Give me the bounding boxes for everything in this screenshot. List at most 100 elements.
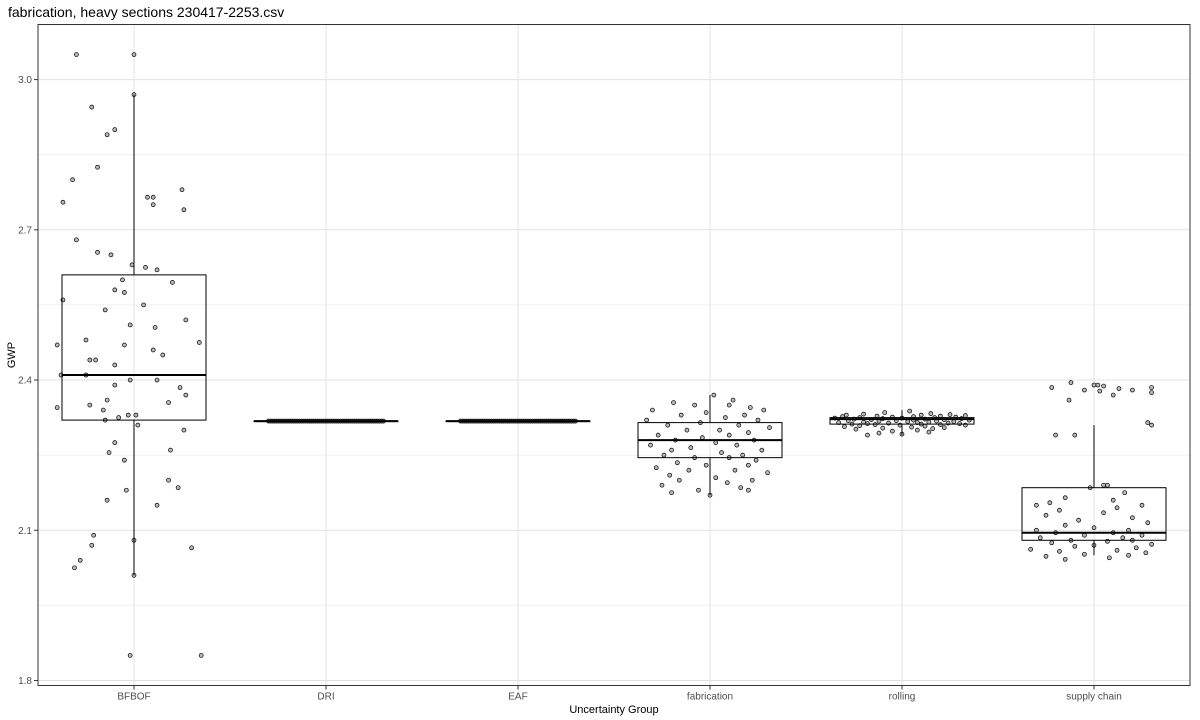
data-point <box>1139 502 1145 508</box>
data-point <box>143 265 148 270</box>
data-point <box>746 430 751 435</box>
data-point <box>1130 387 1135 393</box>
data-point <box>1043 553 1049 559</box>
data-point <box>74 237 79 243</box>
data-point <box>922 423 928 429</box>
data-point <box>918 412 924 418</box>
data-point <box>104 132 110 138</box>
data-point <box>711 392 717 398</box>
data-point <box>843 412 849 418</box>
data-point <box>1130 515 1135 521</box>
data-point <box>179 187 185 193</box>
data-point <box>131 52 137 57</box>
data-point <box>95 249 100 255</box>
data-point <box>112 287 118 293</box>
x-tick-label: BFBOF <box>117 692 150 703</box>
box-supply-chain <box>1021 425 1167 556</box>
data-point <box>1145 520 1151 526</box>
data-point <box>667 472 673 478</box>
y-tick-label: 2.7 <box>18 225 32 236</box>
data-point <box>196 340 202 345</box>
data-point <box>135 422 141 428</box>
data-point <box>104 397 110 403</box>
data-point <box>876 430 882 436</box>
data-point <box>1133 545 1139 551</box>
data-point <box>122 457 127 463</box>
data-point <box>87 402 93 408</box>
data-point <box>755 417 761 423</box>
data-point <box>1034 527 1039 533</box>
data-point <box>1076 517 1081 523</box>
box-iqr <box>1021 487 1167 541</box>
data-point <box>1149 541 1154 547</box>
data-point <box>1120 535 1126 541</box>
data-point <box>141 302 146 308</box>
data-point <box>116 415 121 420</box>
data-point <box>120 277 125 283</box>
y-axis: 1.8 2.1 2.4 2.7 3.0 <box>18 75 38 687</box>
data-point <box>703 462 709 468</box>
data-point <box>1110 497 1116 503</box>
data-point <box>930 426 936 431</box>
data-point <box>123 487 129 493</box>
chart-title: fabrication, heavy sections 230417-2253.… <box>8 4 285 20</box>
data-point <box>661 452 667 458</box>
data-point <box>1139 532 1145 538</box>
data-point <box>907 408 913 414</box>
data-point <box>1110 392 1116 398</box>
data-point <box>759 447 765 453</box>
data-point <box>189 545 194 551</box>
data-point <box>648 442 653 448</box>
data-point <box>650 407 655 413</box>
data-point <box>861 411 866 417</box>
data-point <box>749 477 755 483</box>
data-point <box>198 653 204 658</box>
data-point <box>761 407 767 413</box>
data-point <box>112 362 118 368</box>
data-point <box>686 467 692 473</box>
data-point <box>112 127 118 133</box>
data-point <box>1062 495 1068 501</box>
x-axis: BFBOF DRI EAF fabrication rolling supply chai… <box>117 685 1122 703</box>
data-point <box>1062 556 1068 562</box>
data-point <box>1122 490 1128 496</box>
data-point <box>882 410 888 415</box>
data-point <box>1037 535 1043 541</box>
data-point <box>72 565 77 571</box>
data-point <box>1149 422 1154 428</box>
data-point <box>1143 550 1149 556</box>
data-point <box>713 440 719 445</box>
data-point <box>91 532 97 538</box>
data-point <box>1034 502 1039 508</box>
data-point <box>880 425 886 431</box>
data-point <box>1095 382 1101 388</box>
data-point <box>726 432 732 438</box>
data-point <box>183 317 189 323</box>
data-point <box>865 421 870 426</box>
data-point <box>926 429 932 435</box>
data-point <box>1097 388 1103 394</box>
data-point <box>675 460 680 466</box>
data-point <box>152 325 158 330</box>
data-point <box>122 342 127 348</box>
data-point <box>77 557 83 563</box>
data-point <box>154 502 160 508</box>
data-point <box>1053 432 1058 438</box>
data-point <box>1057 507 1062 513</box>
data-point <box>70 177 75 183</box>
data-point <box>909 424 914 430</box>
box-bfbof <box>61 94 207 576</box>
data-point <box>1126 527 1131 533</box>
data-point <box>905 419 911 424</box>
data-point <box>734 442 740 448</box>
data-point <box>1114 505 1120 511</box>
data-point <box>1049 385 1055 390</box>
data-point <box>145 194 150 200</box>
data-point <box>54 342 60 348</box>
data-point <box>127 322 133 328</box>
data-point <box>746 487 751 493</box>
data-point <box>853 426 859 432</box>
data-point <box>170 280 175 285</box>
data-point <box>127 377 133 383</box>
data-point <box>181 207 187 213</box>
